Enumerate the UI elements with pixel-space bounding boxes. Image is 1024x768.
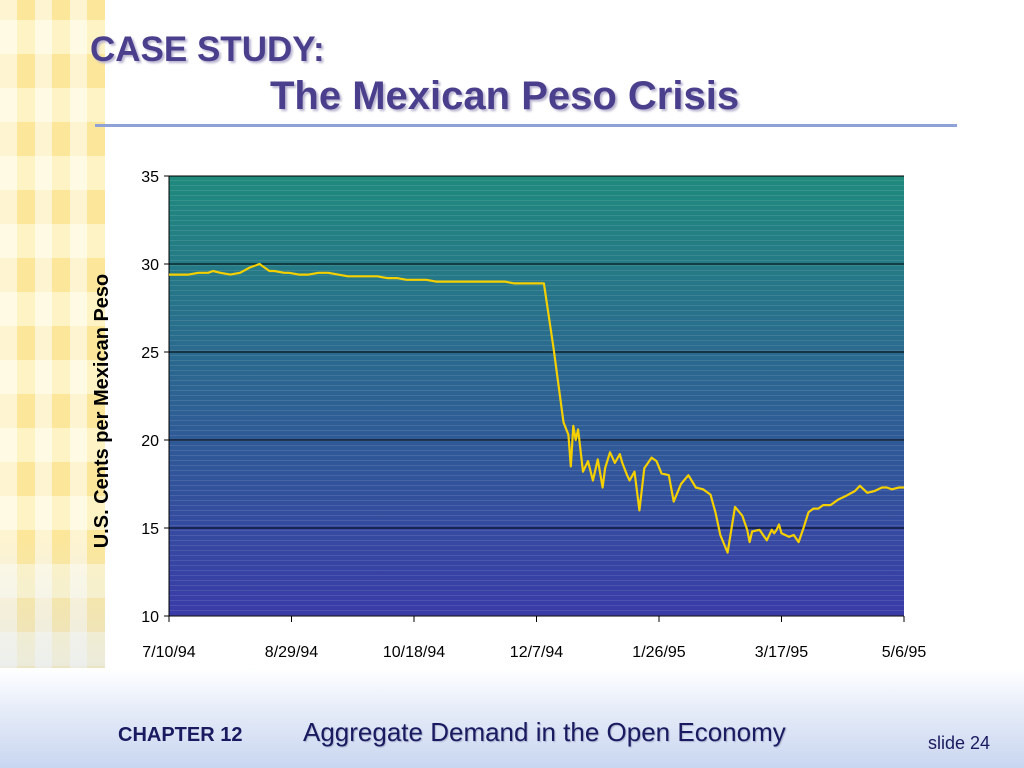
series-line-exchange-rate [169, 262, 904, 554]
x-tick-label: 5/6/95 [882, 644, 927, 661]
y-axis-label: U.S. Cents per Mexican Peso [91, 274, 113, 549]
y-tick-label: 15 [141, 521, 159, 538]
x-tick-label: 12/7/94 [510, 644, 563, 661]
decorative-side-pattern [0, 0, 105, 768]
page-title: The Mexican Peso Crisis [270, 74, 740, 118]
y-tick-label: 10 [141, 609, 159, 626]
footer-band [0, 668, 1024, 768]
x-tick-label: 7/10/94 [142, 644, 195, 661]
y-tick-label: 25 [141, 345, 159, 362]
x-tick-label: 3/17/95 [755, 644, 808, 661]
slide-number: slide 24 [928, 733, 991, 753]
plot-area-texture [169, 176, 904, 616]
x-tick-label: 8/29/94 [265, 644, 318, 661]
y-tick-label: 35 [141, 169, 159, 186]
title-divider [95, 124, 957, 127]
x-tick-label: 10/18/94 [383, 644, 445, 661]
x-tick-label: 1/26/95 [632, 644, 685, 661]
footer-chapter: CHAPTER 12 [118, 724, 243, 746]
title-case-study: CASE STUDY: [90, 30, 325, 69]
y-tick-label: 30 [141, 257, 159, 274]
footer-subject: Aggregate Demand in the Open Economy [303, 717, 786, 747]
y-tick-label: 20 [141, 433, 159, 450]
